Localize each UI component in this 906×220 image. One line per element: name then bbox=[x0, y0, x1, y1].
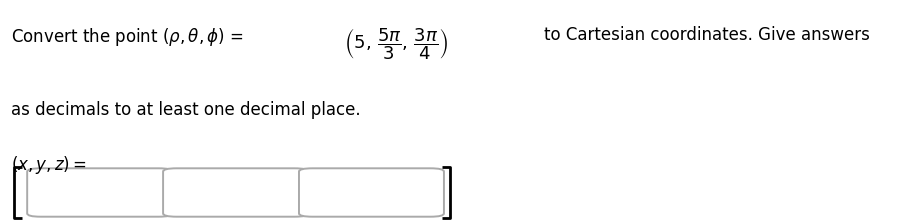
FancyBboxPatch shape bbox=[163, 168, 308, 217]
FancyBboxPatch shape bbox=[27, 168, 172, 217]
Text: as decimals to at least one decimal place.: as decimals to at least one decimal plac… bbox=[11, 101, 361, 119]
Text: $\left(5,\, \dfrac{5\pi}{3},\, \dfrac{3\pi}{4}\right)$: $\left(5,\, \dfrac{5\pi}{3},\, \dfrac{3\… bbox=[344, 26, 448, 62]
Text: to Cartesian coordinates. Give answers: to Cartesian coordinates. Give answers bbox=[544, 26, 870, 44]
FancyBboxPatch shape bbox=[299, 168, 444, 217]
Text: $(x, y, z) =$: $(x, y, z) =$ bbox=[11, 154, 87, 176]
Text: Convert the point $(\rho, \theta, \phi)$ =: Convert the point $(\rho, \theta, \phi)$… bbox=[11, 26, 244, 48]
